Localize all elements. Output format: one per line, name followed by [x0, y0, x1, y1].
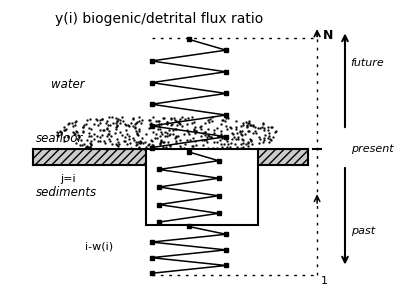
Text: seafloor: seafloor [36, 132, 84, 145]
Text: water: water [51, 78, 85, 91]
Text: N: N [323, 29, 333, 42]
Text: j=i: j=i [60, 174, 76, 184]
Text: i-w(i): i-w(i) [85, 241, 113, 251]
Bar [146, 149, 258, 225]
Bar [258, 149, 308, 165]
Text: 1: 1 [321, 276, 328, 286]
Text: y(i) biogenic/detrital flux ratio: y(i) biogenic/detrital flux ratio [55, 12, 263, 26]
Bar [32, 149, 146, 165]
Text: past: past [350, 226, 375, 236]
Text: present: present [350, 144, 393, 154]
Text: future: future [350, 58, 384, 68]
Text: sediments: sediments [36, 186, 97, 199]
